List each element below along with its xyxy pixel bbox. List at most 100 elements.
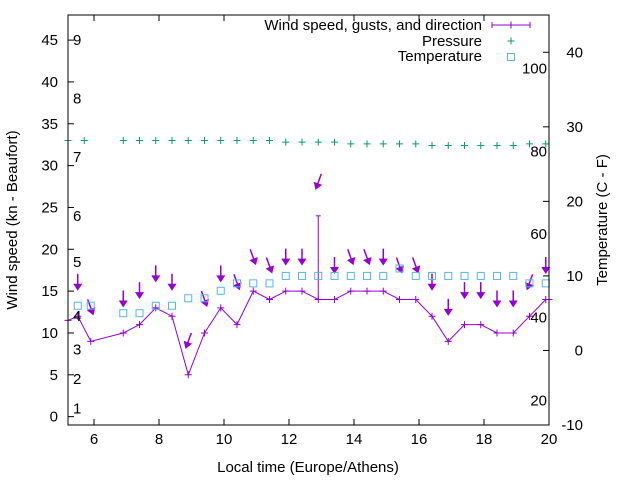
wind-speed-point <box>493 329 501 337</box>
pressure-point <box>363 140 371 148</box>
pressure-point <box>266 137 273 145</box>
y-tick-label: 35 <box>41 116 58 133</box>
wind-arrow-head <box>476 292 486 300</box>
temperature-point <box>281 271 290 280</box>
wind-arrow-head <box>346 257 356 266</box>
y-tick-label: 20 <box>41 241 58 258</box>
temperature-point <box>330 271 339 280</box>
temperature-point <box>460 271 469 280</box>
pressure-point <box>184 137 192 145</box>
temperature-point <box>135 309 144 318</box>
pressure-point <box>542 140 550 148</box>
wind-arrow-head <box>297 258 307 266</box>
wind-direction-arrow <box>297 248 307 266</box>
pressure-point <box>282 138 290 146</box>
temperature-point <box>346 271 355 280</box>
wind-direction-arrow <box>330 257 339 275</box>
temperature-point <box>200 294 209 303</box>
wind-speed-point <box>201 329 208 337</box>
wind-direction-arrow <box>443 298 453 316</box>
temperature-point <box>428 271 436 280</box>
wind-direction-arrow <box>200 290 210 308</box>
wind-direction-arrow <box>151 265 161 283</box>
wind-arrow-head <box>460 292 469 300</box>
wind-speed-point <box>282 287 290 295</box>
wind-arrow-head <box>281 258 291 266</box>
wind-arrow-head <box>265 265 275 274</box>
y-tick-label: 15 <box>41 283 58 300</box>
plot-marks <box>64 137 553 379</box>
wind-speed-point <box>509 329 517 337</box>
wind-arrow-head <box>86 307 96 316</box>
legend-sample-wind <box>491 21 531 29</box>
beaufort-label: 8 <box>73 91 81 108</box>
legend-pressure-point <box>507 37 515 45</box>
wind-direction-arrow <box>73 273 83 291</box>
wind-speed-point <box>249 287 257 295</box>
wind-speed-point <box>152 304 160 312</box>
wind-direction-arrow <box>492 290 502 308</box>
pressure-point <box>233 137 241 145</box>
temperature-point <box>298 271 306 280</box>
legend-label-wind: Wind speed, gusts, and direction <box>264 17 482 34</box>
beaufort-label: 4 <box>73 308 81 325</box>
wind-speed-point <box>444 337 452 345</box>
fahrenheit-label: 80 <box>530 143 547 160</box>
wind-speed-point <box>526 312 533 320</box>
temperature-point <box>525 279 534 288</box>
legend-wind-point <box>507 21 515 29</box>
beaufort-label: 1 <box>73 400 81 417</box>
temperature-point <box>411 271 420 280</box>
beaufort-label: 9 <box>73 32 81 49</box>
wind-arrow-head <box>395 265 405 274</box>
y-tick-label: 0 <box>50 409 58 426</box>
temperature-point <box>119 309 128 318</box>
pressure-point <box>80 137 88 145</box>
wind-speed-point <box>347 287 355 295</box>
legend: Wind speed, gusts, and direction Pressur… <box>264 17 531 65</box>
pressure-point <box>168 137 176 145</box>
wind-arrow-head <box>492 300 502 308</box>
beaufort-label: 7 <box>73 149 81 166</box>
wind-direction-arrow <box>167 273 177 291</box>
wind-speed-point <box>363 287 371 295</box>
pressure-point <box>493 142 501 150</box>
y-tick-label: 30 <box>41 158 58 175</box>
x-tick-label: 8 <box>155 431 163 448</box>
pressure-point <box>217 137 225 145</box>
x-tick-label: 14 <box>346 431 363 448</box>
y2-axis-title: Temperature (C - F) <box>594 154 611 286</box>
wind-speed-point <box>379 287 387 295</box>
wind-direction-arrow <box>363 248 372 266</box>
beaufort-label: 3 <box>73 342 81 359</box>
wind-arrow-head <box>411 265 421 274</box>
y2-tick-label: 40 <box>566 44 583 61</box>
temperature-point <box>249 279 258 288</box>
wind-direction-arrow <box>541 257 551 275</box>
pressure-point <box>331 138 338 146</box>
temperature-point <box>265 279 274 288</box>
temperature-point <box>509 271 518 280</box>
temperature-point <box>476 271 485 280</box>
wind-arrow-head <box>151 275 161 283</box>
temperature-point <box>493 271 501 280</box>
wind-direction-arrow <box>281 248 291 266</box>
x-tick-label: 16 <box>411 431 428 448</box>
pressure-point <box>152 137 160 145</box>
pressure-point <box>526 140 533 148</box>
pressure-point <box>314 138 322 146</box>
wind-arrow-head <box>313 181 323 190</box>
wind-arrow-head <box>249 257 258 266</box>
wind-speed-point <box>266 295 273 303</box>
y-tick-label: 10 <box>41 325 58 342</box>
wind-speed-point <box>136 321 143 329</box>
beaufort-label: 5 <box>73 254 81 271</box>
wind-speed-point <box>233 321 241 329</box>
pressure-point <box>136 137 143 145</box>
y-axis-left: 0 5 10 15 20 25 30 35 40 45 <box>41 32 74 426</box>
beaufort-scale-labels: 1 2 3 4 5 6 7 8 9 <box>73 32 81 417</box>
y2-tick-label: 10 <box>566 268 583 285</box>
beaufort-label: 6 <box>73 208 81 225</box>
wind-arrow-head <box>330 267 339 275</box>
